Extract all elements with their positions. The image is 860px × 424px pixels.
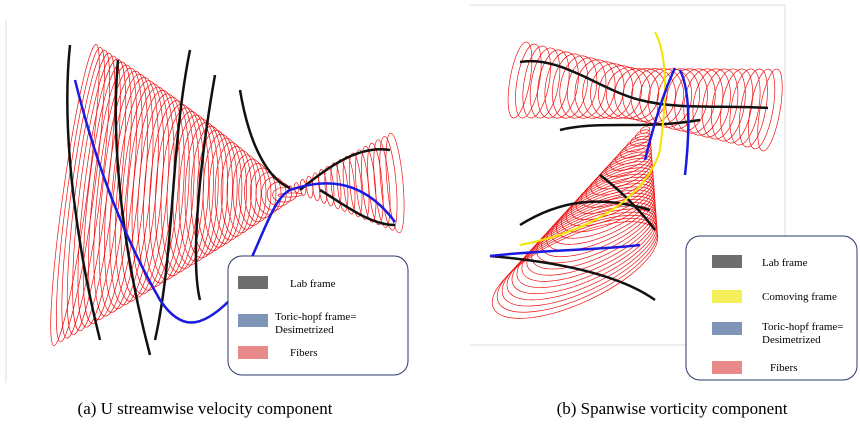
legend-swatch [712,255,742,268]
legend-swatch [238,346,268,359]
legend-swatch [712,361,742,374]
legend-label: Fibers [770,362,798,374]
caption: (b) Spanwise vorticity component [557,399,788,418]
legend-label: Toric-hopf frame= [275,311,356,323]
fiber [511,42,546,120]
legend-label: Lab frame [762,257,808,269]
legend-label: Comoving frame [762,291,837,303]
legend-label: Fibers [290,347,318,359]
legend-swatch [712,322,742,335]
legend-label: Desimetrized [275,324,334,336]
fiber [540,49,583,121]
legend-label: Desimetrized [762,334,821,346]
legend-label: Lab frame [290,278,336,290]
fiber [239,159,267,226]
caption: (a) U streamwise velocity component [78,399,333,418]
fiber [479,202,670,338]
figure: Lab frame Toric-hopf frame= Desimetrized… [0,0,860,424]
fiber [102,75,167,307]
legend-swatch [712,290,742,303]
legend-swatch [238,314,268,327]
fiber [47,46,114,344]
legend-swatch [238,276,268,289]
fiber [522,182,665,284]
fiber [635,65,688,129]
legend-label: Toric-hopf frame= [762,321,843,333]
fiber [132,92,190,288]
page: Lab frame Toric-hopf frame= Desimetrized… [0,0,860,424]
fiber [543,171,662,256]
fiber [548,51,593,121]
